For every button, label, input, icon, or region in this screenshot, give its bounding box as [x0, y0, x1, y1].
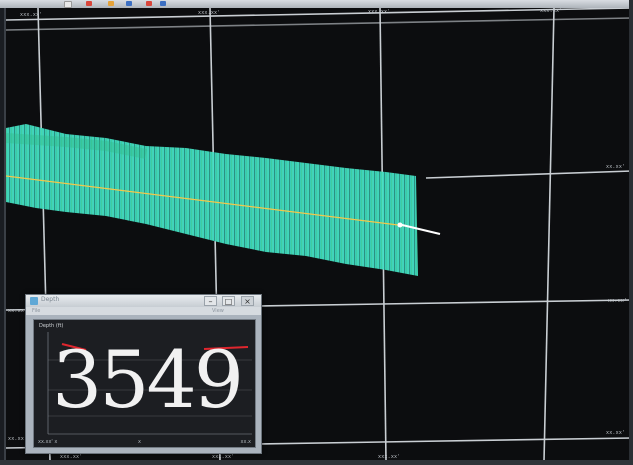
bottom-coordinate-label: xxx.xx' — [378, 454, 401, 460]
heading-vector — [397, 223, 441, 235]
tool-icon[interactable] — [126, 1, 132, 6]
menu-view[interactable]: View — [212, 308, 224, 314]
close-button[interactable]: × — [241, 296, 254, 306]
minimize-button[interactable]: – — [204, 296, 217, 306]
depth-label: Depth (ft) — [39, 323, 64, 329]
top-coordinate-label: xxx.xx' — [368, 9, 391, 15]
menu-file[interactable]: File — [32, 308, 41, 314]
right-coordinate-label: xx.xx' — [606, 164, 626, 170]
network-icon[interactable] — [146, 1, 152, 6]
record-icon[interactable] — [86, 1, 92, 6]
window-title: Depth — [41, 296, 60, 303]
depth-readout-window[interactable]: Depth – □ × File View Depth (ft) 3549 xx… — [25, 294, 262, 454]
depth-trend-line — [61, 343, 87, 351]
app-icon[interactable] — [108, 1, 114, 6]
depth-trend-line — [203, 346, 249, 350]
bottom-coordinate-label: xxx.xx' — [60, 454, 83, 460]
right-coordinate-label: xx.xx' — [608, 298, 628, 304]
left-coordinate-label: xx.xx' — [8, 308, 28, 314]
status-mid: x — [138, 439, 141, 445]
window-titlebar[interactable]: Depth – □ × — [26, 295, 261, 307]
depth-panel: Depth (ft) 3549 xx.xx' x x xx.x — [33, 319, 256, 448]
status-left: xx.xx' x — [38, 439, 58, 445]
vessel-position-marker[interactable] — [397, 222, 403, 228]
browser-icon[interactable] — [64, 1, 72, 8]
vessel-track — [6, 175, 407, 227]
left-coordinate-label: xx.xx' — [8, 436, 28, 442]
top-coordinate-label: xxx.xx' — [198, 10, 221, 16]
chart-icon[interactable] — [160, 1, 166, 6]
maximize-button[interactable]: □ — [222, 296, 235, 306]
depth-value: 3549 — [52, 334, 244, 426]
sonar-swath — [6, 124, 418, 276]
app-icon — [30, 297, 38, 305]
menu-bar: File View — [26, 307, 261, 315]
depth-trend-plot — [47, 332, 252, 435]
bottom-coordinate-label: xxx.xx' — [212, 454, 235, 460]
status-right: xx.x — [240, 439, 251, 445]
right-coordinate-label: xx.xx' — [606, 430, 626, 436]
top-coordinate-label: xxx.xx' — [20, 12, 43, 18]
monitor-bezel-right — [629, 0, 633, 465]
top-coordinate-label: xxx.xx' — [540, 8, 563, 14]
taskbar — [0, 0, 633, 8]
monitor-bezel-bottom — [0, 460, 633, 465]
